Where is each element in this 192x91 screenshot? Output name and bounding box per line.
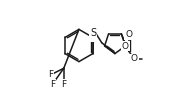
Text: F: F [61,80,66,89]
Text: S: S [91,28,97,38]
Text: N: N [90,32,97,41]
Text: O: O [122,41,129,51]
Text: F: F [50,80,55,89]
Text: O: O [125,30,132,39]
Text: O: O [131,54,138,63]
Text: F: F [48,70,53,79]
